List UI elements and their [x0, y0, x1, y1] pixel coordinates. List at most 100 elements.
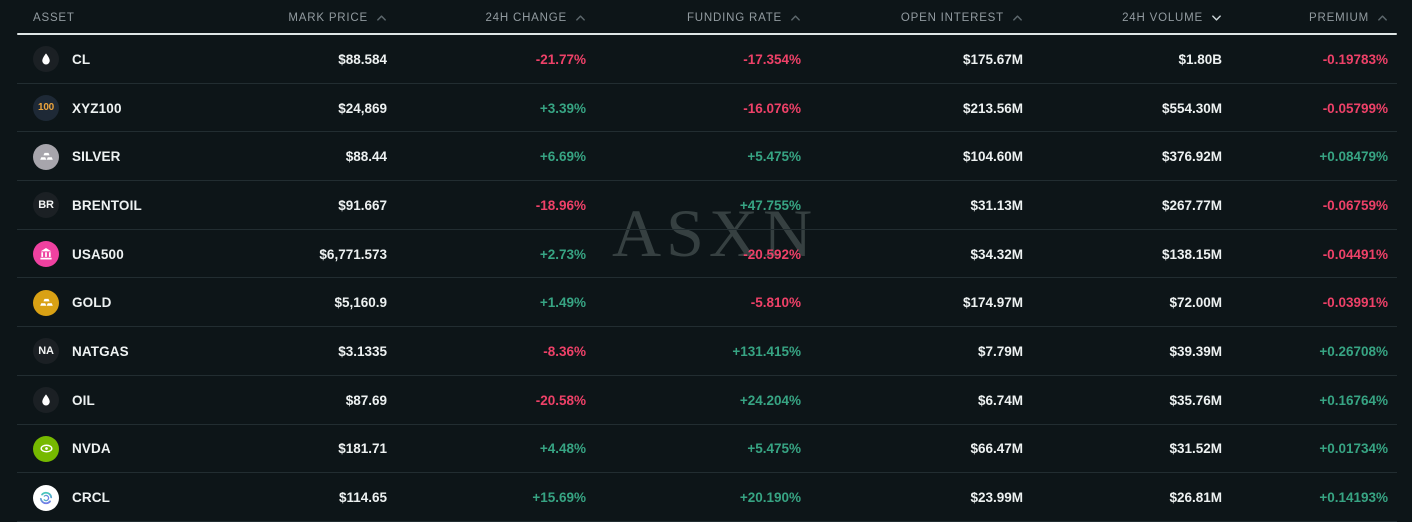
column-header-24h-change[interactable]: 24H CHANGE: [387, 12, 586, 24]
sort-caret-icon: [1211, 14, 1222, 22]
asset-symbol: NVDA: [72, 441, 111, 457]
change-24h: +2.73%: [539, 246, 586, 262]
mark-price: $3.1335: [338, 343, 387, 359]
column-header-label: 24H VOLUME: [1122, 11, 1203, 24]
table-row[interactable]: CRCL $114.65 +15.69% +20.190% $23.99M $2…: [17, 473, 1397, 522]
asset-symbol: CRCL: [72, 490, 111, 506]
table-row[interactable]: OIL $87.69 -20.58% +24.204% $6.74M $35.7…: [17, 376, 1397, 425]
column-header-label: MARK PRICE: [288, 11, 368, 24]
volume-24h: $72.00M: [1169, 295, 1222, 311]
table-row[interactable]: NA NATGAS $3.1335 -8.36% +131.415% $7.79…: [17, 327, 1397, 376]
table-row[interactable]: GOLD $5,160.9 +1.49% -5.810% $174.97M $7…: [17, 278, 1397, 327]
premium: +0.14193%: [1319, 490, 1388, 506]
table-row[interactable]: 100 XYZ100 $24,869 +3.39% -16.076% $213.…: [17, 84, 1397, 133]
change-24h: -18.96%: [535, 197, 586, 213]
asset-symbol: XYZ100: [72, 100, 122, 116]
funding-rate: -17.354%: [743, 51, 801, 67]
column-header-asset[interactable]: ASSET: [33, 12, 233, 24]
open-interest: $23.99M: [970, 490, 1023, 506]
change-24h: -8.36%: [543, 343, 586, 359]
mark-price: $5,160.9: [334, 295, 387, 311]
asset-cell: CL: [33, 46, 233, 73]
premium: -0.05799%: [1322, 100, 1388, 116]
change-24h: +4.48%: [539, 441, 586, 457]
funding-rate: -5.810%: [750, 295, 801, 311]
table-body: CL $88.584 -21.77% -17.354% $175.67M $1.…: [17, 35, 1397, 522]
asset-symbol: BRENTOIL: [72, 197, 142, 213]
premium: -0.03991%: [1322, 295, 1388, 311]
table-row[interactable]: SILVER $88.44 +6.69% +5.475% $104.60M $3…: [17, 132, 1397, 181]
premium: +0.01734%: [1319, 441, 1388, 457]
asset-cell: NVDA: [33, 435, 233, 462]
asset-symbol: CL: [72, 51, 91, 67]
open-interest: $6.74M: [977, 392, 1023, 408]
premium: +0.16764%: [1319, 392, 1388, 408]
funding-rate: +20.190%: [739, 490, 801, 506]
index-100-icon: 100: [33, 95, 59, 122]
column-header-funding-rate[interactable]: FUNDING RATE: [586, 12, 801, 24]
asset-symbol: GOLD: [72, 295, 112, 311]
open-interest: $213.56M: [962, 100, 1023, 116]
change-24h: +6.69%: [539, 149, 586, 165]
mark-price: $87.69: [345, 392, 387, 408]
sort-caret-icon: [575, 14, 586, 22]
change-24h: +3.39%: [539, 100, 586, 116]
mark-price: $91.667: [338, 197, 387, 213]
silver-bars-icon: [33, 143, 59, 170]
asset-cell: 100 XYZ100: [33, 95, 233, 122]
mark-price: $181.71: [338, 441, 387, 457]
table-row[interactable]: BR BRENTOIL $91.667 -18.96% +47.755% $31…: [17, 181, 1397, 230]
premium: -0.04491%: [1322, 246, 1388, 262]
usa500-index-icon: [33, 241, 59, 268]
asset-cell: SILVER: [33, 143, 233, 170]
sort-caret-icon: [1377, 14, 1388, 22]
funding-rate: -16.076%: [743, 100, 801, 116]
asset-symbol: USA500: [72, 246, 124, 262]
mark-price: $24,869: [338, 100, 387, 116]
asset-cell: USA500: [33, 241, 233, 268]
funding-rate: -20.592%: [743, 246, 801, 262]
funding-rate: +5.475%: [747, 441, 801, 457]
column-header-label: FUNDING RATE: [686, 11, 782, 24]
oil-drop-icon: [33, 387, 59, 414]
table-row[interactable]: NVDA $181.71 +4.48% +5.475% $66.47M $31.…: [17, 425, 1397, 474]
column-header-label: ASSET: [33, 11, 75, 24]
asset-cell: BR BRENTOIL: [33, 192, 233, 219]
table-row[interactable]: CL $88.584 -21.77% -17.354% $175.67M $1.…: [17, 35, 1397, 84]
funding-rate: +5.475%: [747, 149, 801, 165]
sort-caret-icon: [1012, 14, 1023, 22]
open-interest: $31.13M: [970, 197, 1023, 213]
gold-bars-icon: [33, 289, 59, 316]
change-24h: +1.49%: [539, 295, 586, 311]
volume-24h: $267.77M: [1161, 197, 1222, 213]
asset-cell: GOLD: [33, 289, 233, 316]
mark-price: $114.65: [338, 490, 387, 506]
asset-cell: NA NATGAS: [33, 338, 233, 365]
column-header-mark-price[interactable]: MARK PRICE: [233, 12, 387, 24]
premium: +0.26708%: [1319, 343, 1388, 359]
column-header-label: OPEN INTEREST: [900, 11, 1004, 24]
change-24h: -21.77%: [535, 51, 586, 67]
column-header-premium[interactable]: PREMIUM: [1222, 12, 1388, 24]
circle-ring-icon: [33, 484, 59, 511]
funding-rate: +131.415%: [732, 343, 801, 359]
table-row[interactable]: USA500 $6,771.573 +2.73% -20.592% $34.32…: [17, 230, 1397, 279]
asset-cell: CRCL: [33, 484, 233, 511]
asset-symbol: SILVER: [72, 149, 121, 165]
volume-24h: $26.81M: [1169, 490, 1222, 506]
mark-price: $88.44: [345, 149, 387, 165]
column-header-open-interest[interactable]: OPEN INTEREST: [801, 12, 1023, 24]
sort-caret-icon: [790, 14, 801, 22]
open-interest: $66.47M: [970, 441, 1023, 457]
asset-cell: OIL: [33, 387, 233, 414]
volume-24h: $376.92M: [1161, 149, 1222, 165]
nvidia-icon: [33, 435, 59, 462]
sort-caret-icon: [376, 14, 387, 22]
open-interest: $175.67M: [962, 51, 1023, 67]
open-interest: $104.60M: [962, 149, 1023, 165]
funding-rate: +47.755%: [739, 197, 801, 213]
volume-24h: $39.39M: [1169, 343, 1222, 359]
volume-24h: $31.52M: [1169, 441, 1222, 457]
column-header-24h-volume[interactable]: 24H VOLUME: [1023, 12, 1222, 24]
